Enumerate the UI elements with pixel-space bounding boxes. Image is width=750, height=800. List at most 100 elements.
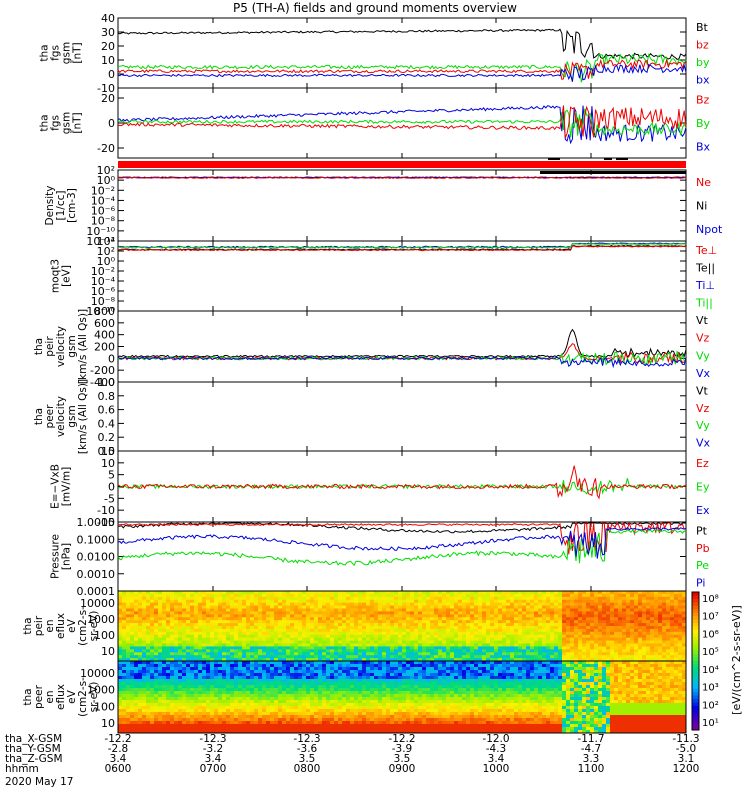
spectrogram-cell: [122, 614, 127, 618]
spectrogram-cell: [118, 667, 123, 671]
y-tick-label: 0.0010: [77, 568, 116, 581]
spectrogram-cell: [558, 652, 563, 656]
spectrogram-cell: [218, 712, 223, 716]
spectrogram-cell: [170, 649, 175, 653]
spectrogram-cell: [398, 652, 403, 656]
spectrogram-cell: [534, 620, 539, 624]
spectrogram-cell: [154, 712, 159, 716]
spectrogram-cell: [646, 640, 651, 644]
spectrogram-cell: [430, 628, 435, 633]
spectrogram-cell: [358, 658, 363, 662]
spectrogram-cell: [282, 637, 287, 641]
spectrogram-cell: [610, 602, 615, 606]
spectrogram-cell: [198, 640, 203, 644]
spectrogram-cell: [138, 703, 143, 707]
spectrogram-cell: [610, 658, 615, 662]
spectrogram-cell: [446, 617, 451, 621]
spectrogram-cell: [558, 593, 563, 598]
legend-density-Ne: Ne: [696, 176, 711, 189]
spectrogram-cell: [186, 599, 191, 603]
spectrogram-cell: [410, 596, 415, 601]
spectrogram-cell: [454, 596, 459, 601]
spectrogram-cell: [170, 703, 175, 707]
spectrogram-cell: [414, 643, 419, 647]
spectrogram-cell: [478, 617, 483, 621]
spectrogram-cell: [162, 676, 167, 680]
spectrogram-cell: [134, 673, 139, 677]
spectrogram-cell: [554, 620, 559, 624]
spectrogram-cell: [574, 637, 579, 641]
spectrogram-cell: [298, 718, 303, 722]
spectrogram-cell: [294, 724, 299, 728]
spectrogram-cell: [542, 593, 547, 598]
spectrogram-cell: [126, 643, 131, 647]
spectrogram-cell: [270, 623, 275, 627]
spectrogram-cell: [210, 637, 215, 641]
spectrogram-cell: [442, 640, 447, 644]
spectrogram-cell: [134, 640, 139, 644]
spectrogram-cell: [326, 611, 331, 615]
spectrogram-cell: [638, 643, 643, 647]
spectrogram-cell: [230, 715, 235, 719]
spectrogram-cell: [162, 688, 167, 692]
spectrogram-cell: [186, 643, 191, 647]
spectrogram-cell: [222, 691, 227, 695]
spectrogram-cell: [270, 646, 275, 650]
spectrogram-cell: [170, 623, 175, 627]
spectrogram-cell: [386, 593, 391, 598]
spectrogram-cell: [214, 614, 219, 618]
spectrogram-cell: [198, 715, 203, 719]
spectrogram-cell: [142, 617, 147, 621]
spectrogram-cell: [438, 649, 443, 653]
spectrogram-cell: [454, 652, 459, 656]
y-tick-label: 0: [108, 68, 115, 81]
spectrogram-cell: [542, 634, 547, 638]
spectrogram-cell: [326, 599, 331, 603]
spectrogram-cell: [326, 602, 331, 606]
spectrogram-cell: [482, 608, 487, 612]
spectrogram-cell: [670, 623, 675, 627]
spectrogram-cell: [546, 614, 551, 618]
spectrogram-cell: [122, 620, 127, 624]
spectrogram-cell: [458, 643, 463, 647]
spectrogram-cell: [682, 620, 687, 624]
spectrogram-cell: [374, 634, 379, 638]
spectrogram-cell: [150, 724, 155, 728]
spectrogram-cell: [570, 608, 575, 612]
spectrogram-cell: [210, 643, 215, 647]
spectrogram-cell: [606, 652, 611, 656]
spectrogram-cell: [150, 673, 155, 677]
spectrogram-cell: [610, 591, 615, 595]
y-tick-label: -15: [97, 516, 115, 529]
spectrogram-cell: [262, 631, 267, 636]
spectrogram-cell: [642, 623, 647, 627]
spectrogram-cell: [606, 620, 611, 624]
spectrogram-cell: [194, 593, 199, 598]
spectrogram-cell: [138, 623, 143, 627]
spectrogram-cell: [258, 694, 263, 698]
spectrogram-cell: [554, 602, 559, 606]
spectrogram-cell: [578, 599, 583, 603]
spectrogram-cell: [258, 700, 263, 704]
spectrogram-cell: [250, 682, 255, 686]
spectrogram-cell: [138, 724, 143, 728]
spectrogram-cell: [154, 658, 159, 662]
spectrogram-cell: [150, 727, 155, 731]
spectrogram-cell: [190, 688, 195, 692]
spectrogram-cell: [166, 730, 171, 734]
spectrogram-cell: [678, 620, 683, 624]
spectrogram-cell: [390, 634, 395, 638]
spectrogram-cell: [278, 685, 283, 689]
spectrogram-cell: [482, 611, 487, 615]
spectrogram-cell: [390, 614, 395, 618]
spectrogram-cell: [154, 605, 159, 609]
spectrogram-cell: [638, 637, 643, 641]
spectrogram-cell: [374, 599, 379, 603]
spectrogram-cell: [178, 724, 183, 728]
spectrogram-cell: [458, 649, 463, 653]
spectrogram-cell: [310, 661, 315, 665]
spectrogram-cell: [494, 602, 499, 606]
spectrogram-cell: [178, 649, 183, 653]
spectrogram-cell: [418, 593, 423, 598]
spectrogram-cell: [478, 620, 483, 624]
